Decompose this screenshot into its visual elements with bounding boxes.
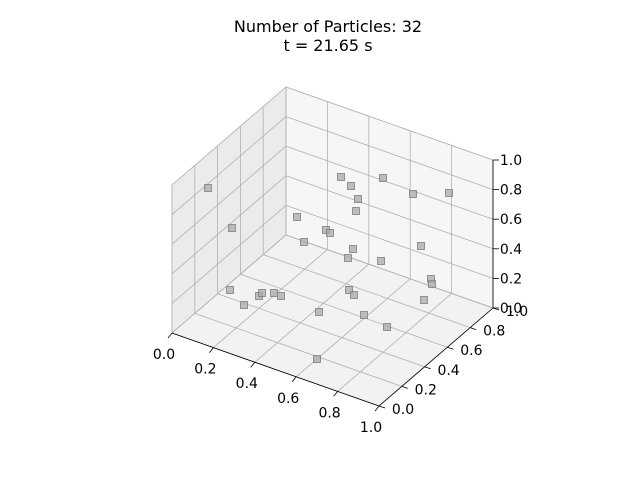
chart-title-line2: t = 21.65 s bbox=[283, 36, 372, 55]
particle-marker-24 bbox=[270, 289, 278, 297]
particle-marker-9 bbox=[352, 207, 360, 215]
particle-marker-1 bbox=[228, 224, 236, 232]
particle-marker-10 bbox=[379, 174, 387, 182]
x-tick-label-1: 0.2 bbox=[194, 362, 216, 378]
back-wall-grid-z-4 bbox=[285, 116, 494, 190]
x-tick-1 bbox=[209, 347, 214, 353]
particle-marker-23 bbox=[258, 289, 266, 297]
floor-grid-x-4 bbox=[337, 293, 452, 392]
back-wall-grid-z-1 bbox=[285, 205, 494, 279]
x-tick-2 bbox=[250, 361, 256, 368]
y-tick-0 bbox=[378, 405, 386, 409]
particle-marker-15 bbox=[377, 257, 385, 265]
particle-marker-14 bbox=[344, 254, 352, 262]
z-tick-label-5: 1.0 bbox=[500, 153, 522, 169]
particle-marker-8 bbox=[354, 195, 362, 203]
back-wall-grid-z-5 bbox=[285, 86, 494, 161]
particle-marker-16 bbox=[417, 242, 425, 250]
y-tick-label-4: 0.8 bbox=[483, 324, 505, 340]
z-tick-label-4: 0.8 bbox=[500, 183, 522, 199]
y-tick-label-1: 0.2 bbox=[415, 382, 437, 398]
x-tick-label-3: 0.6 bbox=[277, 391, 299, 407]
y-tick-1 bbox=[401, 386, 408, 389]
tick-marks bbox=[167, 159, 500, 412]
particle-marker-19 bbox=[420, 296, 428, 304]
particle-marker-18 bbox=[428, 280, 436, 288]
x-tick-label-5: 1.0 bbox=[360, 420, 382, 436]
particle-marker-21 bbox=[240, 301, 248, 309]
x-tick-label-0: 0.0 bbox=[153, 347, 175, 363]
particle-marker-28 bbox=[350, 291, 358, 299]
chart-title-line1: Number of Particles: 32 bbox=[234, 17, 422, 36]
left-wall-grid-z-3 bbox=[171, 145, 287, 245]
particle-marker-2 bbox=[293, 213, 301, 221]
particle-marker-26 bbox=[315, 308, 323, 316]
tick-labels: 0.00.00.00.20.20.20.40.40.40.60.60.60.80… bbox=[153, 153, 528, 436]
particle-marker-11 bbox=[409, 190, 417, 198]
particle-marker-6 bbox=[337, 173, 345, 181]
x-axis-line bbox=[171, 332, 380, 407]
y-tick-label-2: 0.4 bbox=[437, 363, 459, 379]
y-tick-label-5: 1.0 bbox=[506, 304, 528, 320]
x-tick-3 bbox=[291, 376, 297, 383]
particle-marker-30 bbox=[383, 323, 391, 331]
particle-marker-31 bbox=[313, 355, 321, 363]
particle-marker-0 bbox=[204, 184, 212, 192]
y-tick-3 bbox=[447, 346, 454, 350]
z-tick-label-3: 0.6 bbox=[500, 212, 522, 228]
z-tick-label-0: 0.0 bbox=[500, 301, 522, 317]
floor-grid-y-2 bbox=[217, 293, 425, 368]
x-tick-0 bbox=[167, 332, 173, 339]
axis-panes bbox=[171, 86, 494, 407]
floor-grid-x-2 bbox=[254, 263, 370, 363]
particle-marker-20 bbox=[226, 286, 234, 294]
particle-marker-12 bbox=[445, 189, 453, 197]
particle-marker-25 bbox=[277, 292, 285, 300]
particle-marker-5 bbox=[326, 229, 334, 237]
y-tick-label-0: 0.0 bbox=[392, 402, 414, 418]
z-tick-label-1: 0.2 bbox=[500, 271, 522, 287]
x-tick-5 bbox=[374, 405, 380, 412]
y-tick-4 bbox=[470, 327, 477, 330]
scatter-points bbox=[204, 173, 453, 363]
grid-lines bbox=[171, 86, 494, 407]
y-tick-label-3: 0.6 bbox=[460, 343, 482, 359]
left-wall-grid-z-4 bbox=[171, 116, 287, 215]
floor-grid-y-4 bbox=[263, 254, 471, 328]
particle-marker-7 bbox=[347, 182, 355, 190]
floor-grid-x-1 bbox=[213, 249, 328, 348]
floor-grid-y-3 bbox=[240, 273, 448, 348]
floor-grid-y-1 bbox=[194, 313, 402, 387]
y-tick-5 bbox=[492, 307, 500, 311]
left-wall-grid-z-0 bbox=[171, 234, 287, 334]
floor-grid-y-5 bbox=[285, 234, 494, 309]
x-tick-label-4: 0.8 bbox=[318, 405, 340, 421]
particle-marker-27 bbox=[345, 286, 353, 294]
particle-marker-29 bbox=[360, 311, 368, 319]
z-tick-label-2: 0.4 bbox=[500, 242, 522, 258]
particle-marker-13 bbox=[349, 245, 357, 253]
x-tick-label-2: 0.4 bbox=[236, 376, 258, 392]
axis-lines bbox=[171, 160, 494, 407]
x-tick-4 bbox=[333, 391, 338, 397]
y-axis-line bbox=[378, 307, 494, 407]
back-wall-grid-z-3 bbox=[285, 145, 494, 220]
particle-marker-3 bbox=[300, 238, 308, 246]
left-wall-grid-z-5 bbox=[171, 86, 287, 186]
y-tick-2 bbox=[424, 366, 431, 370]
left-wall-grid-z-1 bbox=[171, 205, 287, 304]
back-wall-grid-z-2 bbox=[285, 175, 494, 250]
